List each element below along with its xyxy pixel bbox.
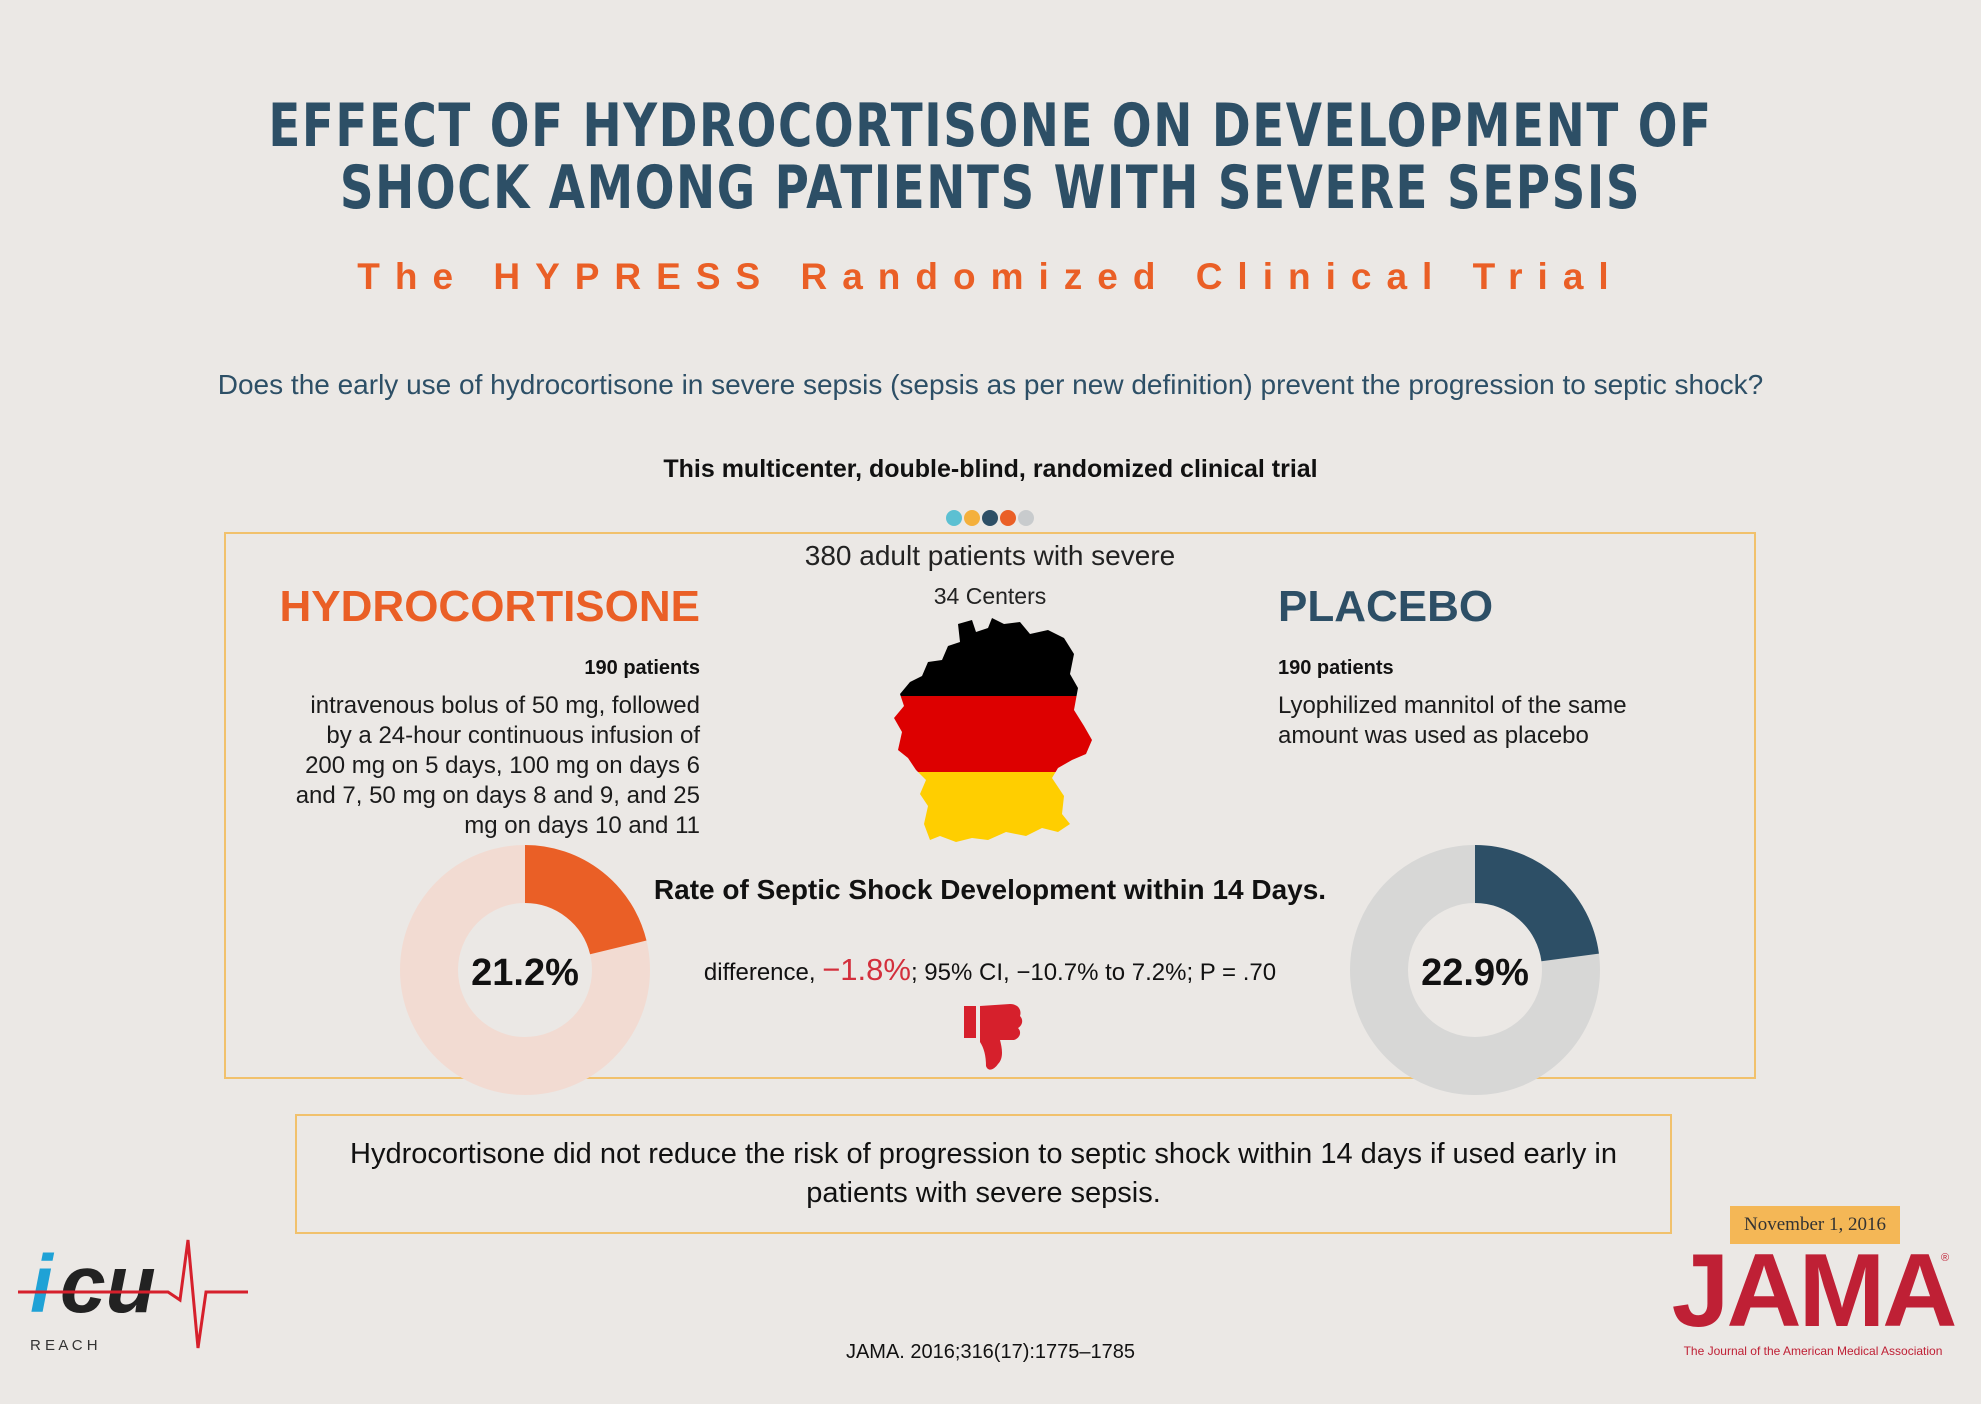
difference-value: −1.8% — [822, 952, 911, 987]
placebo-donut-chart: 22.9% — [1350, 845, 1600, 1095]
title-line-1: EFFECT OF HYDROCORTISONE ON DEVELOPMENT … — [268, 91, 1713, 161]
flag-band-red — [894, 696, 1092, 772]
icu-reach-logo: i cu R E A C H — [18, 1239, 248, 1354]
publication-date: November 1, 2016 — [1730, 1206, 1900, 1244]
difference-statement: difference, −1.8%; 95% CI, −10.7% to 7.2… — [600, 952, 1380, 988]
placebo-arm-title: PLACEBO — [1278, 582, 1494, 631]
flag-band-gold — [894, 772, 1092, 842]
heartbeat-line-icon — [18, 1239, 248, 1349]
placebo-line: Lyophilized mannitol of the same — [1278, 692, 1627, 719]
regimen-line: by a 24-hour continuous infusion of — [326, 722, 700, 749]
hydrocortisone-patient-count: 190 patients — [584, 657, 700, 679]
regimen-line: intravenous bolus of 50 mg, followed — [310, 692, 700, 719]
title-line-2: SHOCK AMONG PATIENTS WITH SEVERE SEPSIS — [339, 153, 1642, 223]
centers-count: 34 Centers — [933, 583, 1047, 609]
icu-logo-cu: cu — [60, 1239, 156, 1330]
dot — [1018, 510, 1034, 526]
icu-logo-sub: R E A C H — [30, 1337, 98, 1354]
research-question: Does the early use of hydrocortisone in … — [217, 369, 1764, 400]
outcome-title: Rate of Septic Shock Development within … — [653, 874, 1327, 905]
regimen-line: and 7, 50 mg on days 8 and 9, and 25 — [295, 782, 700, 809]
germany-flag-map-icon — [894, 618, 1092, 842]
subtitle: The HYPRESS Randomized Clinical Trial — [357, 256, 1624, 297]
placebo-line: amount was used as placebo — [1278, 722, 1589, 749]
hydrocortisone-rate-label: 21.2% — [471, 952, 579, 994]
trial-summary-box — [224, 532, 1756, 1079]
regimen-line: mg on days 10 and 11 — [464, 812, 700, 839]
hydrocortisone-donut-chart: 21.2% — [400, 845, 650, 1095]
jama-logo: JAMA — [1671, 1233, 1958, 1349]
decorative-dots — [946, 510, 1034, 526]
jama-tagline: The Journal of the American Medical Asso… — [1683, 1344, 1943, 1358]
donut-arc — [400, 845, 650, 1095]
difference-prefix: difference, — [703, 959, 823, 986]
study-design: This multicenter, double-blind, randomiz… — [663, 455, 1318, 483]
conclusion-text: Hydrocortisone did not reduce the risk o… — [350, 1138, 1617, 1209]
thumbs-down-icon — [964, 1004, 1023, 1070]
regimen-line: 200 mg on 5 days, 100 mg on days 6 — [305, 752, 700, 779]
placebo-patient-count: 190 patients — [1278, 657, 1394, 679]
dot — [1000, 510, 1016, 526]
donut-arc — [1350, 845, 1600, 1095]
icu-logo-i: i — [30, 1239, 55, 1330]
difference-ci: ; 95% CI, −10.7% to 7.2%; P = .70 — [910, 959, 1277, 986]
dot — [982, 510, 998, 526]
dot — [964, 510, 980, 526]
total-patients: 380 adult patients with severe — [804, 540, 1176, 571]
dot — [946, 510, 962, 526]
hydrocortisone-arm-title: HYDROCORTISONE — [279, 582, 700, 631]
hydrocortisone-regimen: intravenous bolus of 50 mg, followed by … — [270, 691, 700, 841]
registered-mark: ® — [1941, 1252, 1950, 1264]
placebo-description: Lyophilized mannitol of the same amount … — [1278, 691, 1698, 751]
flag-band-black — [894, 618, 1092, 696]
conclusion-box: Hydrocortisone did not reduce the risk o… — [295, 1114, 1672, 1234]
placebo-rate-label: 22.9% — [1421, 952, 1529, 994]
citation: JAMA. 2016;316(17):1775–1785 — [845, 1341, 1136, 1363]
